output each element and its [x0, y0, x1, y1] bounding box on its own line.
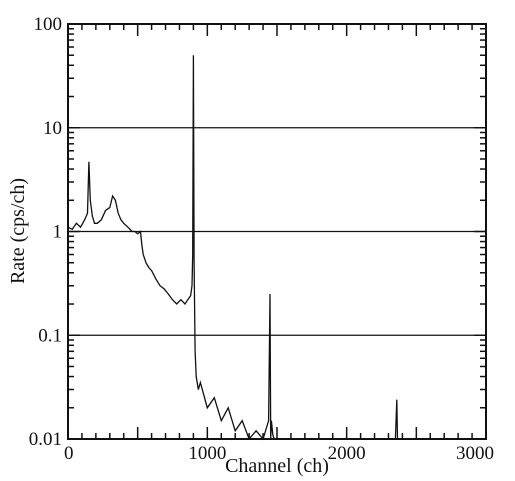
plot-frame: [67, 23, 487, 440]
x-tick-label: 1000: [188, 443, 226, 464]
y-tick-label: 0.1: [38, 325, 62, 346]
y-tick-label: 10: [43, 118, 62, 139]
x-tick-labels: 0 1000 2000 3000: [64, 443, 494, 464]
y-tick-label: 100: [34, 14, 63, 35]
y-axis-label: Rate (cps/ch): [7, 178, 29, 284]
series-line: [67, 55, 486, 441]
grid-lines: [68, 127, 486, 336]
x-tick-label: 0: [64, 443, 74, 464]
y-tick-labels: 0.01 0.1 1 10 100: [29, 14, 62, 450]
y-tick-label: 0.01: [29, 429, 62, 450]
x-axis-label: Channel (ch): [225, 455, 329, 477]
x-tick-label: 2000: [328, 443, 366, 464]
y-tick-label: 1: [53, 222, 63, 243]
x-tick-label: 3000: [456, 443, 494, 464]
